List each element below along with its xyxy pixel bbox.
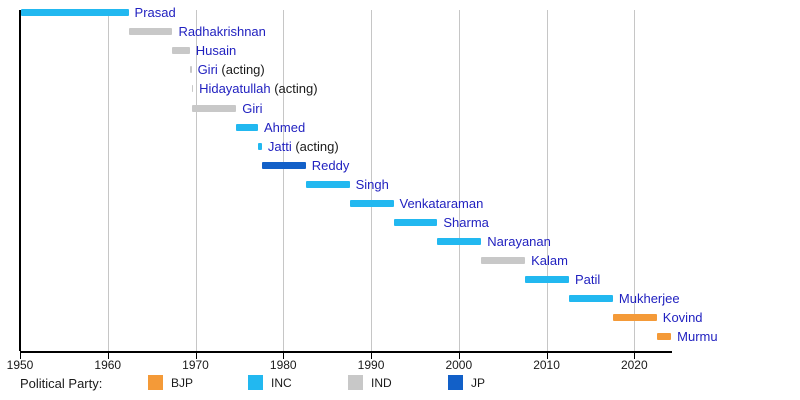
acting-suffix: (acting)	[270, 81, 318, 97]
x-axis-tick-label-1990: 1990	[357, 358, 385, 372]
term-bar-singh	[305, 180, 350, 188]
x-axis-tick-2000	[458, 353, 460, 359]
president-label-patil[interactable]: Patil	[575, 271, 600, 288]
president-name[interactable]: Murmu	[677, 329, 718, 345]
president-label-venkataraman[interactable]: Venkataraman	[400, 195, 484, 212]
president-name[interactable]: Husain	[195, 43, 237, 59]
president-label-singh[interactable]: Singh	[356, 176, 389, 193]
gridline-2010	[546, 10, 548, 351]
x-axis-line	[20, 351, 673, 353]
legend-label-ind: IND	[371, 376, 392, 390]
president-label-radhakrishnan[interactable]: Radhakrishnan	[178, 23, 265, 40]
legend-swatch-bjp	[148, 375, 163, 390]
president-label-husain[interactable]: Husain	[196, 42, 236, 59]
term-bar-hidayatullah-acting	[191, 85, 194, 93]
gridline-1960	[107, 10, 109, 351]
president-name[interactable]: Kalam	[531, 252, 568, 268]
term-bar-reddy	[261, 161, 306, 169]
acting-suffix: (acting)	[291, 138, 339, 154]
president-label-mukherjee[interactable]: Mukherjee	[619, 290, 680, 307]
x-axis-tick-label-2010: 2010	[533, 358, 560, 372]
president-label-ahmed[interactable]: Ahmed	[264, 119, 305, 136]
gridline-1980	[283, 10, 285, 351]
president-label-sharma[interactable]: Sharma	[443, 214, 489, 231]
president-label-giri-acting[interactable]: Giri (acting)	[198, 61, 265, 78]
x-axis-tick-label-2000: 2000	[445, 358, 473, 372]
gridline-2000	[458, 10, 460, 351]
legend-swatch-jp	[448, 375, 463, 390]
term-bar-giri-acting	[189, 66, 192, 74]
term-bar-patil	[525, 276, 570, 284]
president-name[interactable]: Narayanan	[487, 233, 551, 249]
president-name[interactable]: Venkataraman	[399, 195, 484, 211]
term-bar-husain	[172, 47, 190, 55]
x-axis-tick-1950	[20, 353, 21, 359]
x-axis-tick-label-1970: 1970	[182, 358, 209, 372]
president-label-kovind[interactable]: Kovind	[663, 309, 703, 326]
president-name[interactable]: Ahmed	[264, 119, 306, 135]
term-bar-radhakrishnan	[128, 28, 173, 36]
president-label-giri[interactable]: Giri	[242, 100, 262, 117]
president-name[interactable]: Patil	[575, 272, 601, 288]
legend-title: Political Party:	[20, 376, 103, 391]
president-name[interactable]: Giri	[197, 62, 218, 78]
president-label-reddy[interactable]: Reddy	[312, 157, 350, 174]
x-axis-tick-2020	[634, 353, 636, 359]
x-axis-tick-label-1950: 1950	[6, 358, 34, 372]
gridline-2020	[634, 10, 636, 351]
president-name[interactable]: Singh	[355, 176, 389, 192]
president-name[interactable]: Hidayatullah	[199, 81, 271, 97]
term-bar-narayanan	[437, 237, 482, 245]
term-bar-mukherjee	[569, 295, 613, 303]
president-name[interactable]: Jatti	[267, 138, 292, 154]
term-bar-venkataraman	[349, 199, 394, 207]
legend-swatch-ind	[348, 375, 363, 390]
legend-label-bjp: BJP	[171, 376, 194, 390]
gridline-1990	[371, 10, 373, 351]
president-label-kalam[interactable]: Kalam	[531, 252, 568, 269]
x-axis-tick-1970	[195, 353, 197, 359]
president-name[interactable]: Radhakrishnan	[178, 24, 266, 40]
president-label-hidayatullah-acting[interactable]: Hidayatullah (acting)	[199, 80, 318, 97]
legend-label-inc: INC	[271, 376, 292, 390]
president-name[interactable]: Mukherjee	[618, 291, 680, 307]
acting-suffix: (acting)	[217, 62, 265, 78]
term-bar-kovind	[612, 314, 657, 322]
president-label-jatti-acting[interactable]: Jatti (acting)	[268, 138, 339, 155]
gridline-1970	[195, 10, 197, 351]
term-bar-prasad	[20, 9, 129, 17]
term-bar-giri	[192, 104, 237, 112]
x-axis-tick-label-1980: 1980	[269, 358, 297, 372]
x-axis-tick-label-1960: 1960	[94, 358, 122, 372]
x-axis-tick-1990	[371, 353, 373, 359]
legend-label-jp: JP	[471, 376, 486, 390]
term-bar-kalam	[481, 256, 526, 264]
president-label-narayanan[interactable]: Narayanan	[487, 233, 551, 250]
y-axis-line	[19, 10, 21, 351]
x-axis-tick-label-2020: 2020	[620, 358, 648, 372]
x-axis-tick-1980	[283, 353, 285, 359]
president-name[interactable]: Reddy	[311, 157, 350, 173]
x-axis-tick-1960	[107, 353, 109, 359]
term-bar-murmu	[656, 333, 672, 341]
legend-swatch-inc	[248, 375, 263, 390]
term-bar-ahmed	[236, 123, 258, 131]
term-bar-sharma	[393, 218, 438, 226]
president-name[interactable]: Kovind	[662, 310, 703, 326]
x-axis-tick-2010	[546, 353, 548, 359]
president-label-prasad[interactable]: Prasad	[135, 4, 176, 21]
president-name[interactable]: Sharma	[443, 214, 489, 230]
president-label-murmu[interactable]: Murmu	[677, 328, 717, 345]
term-bar-jatti-acting	[258, 142, 262, 150]
president-name[interactable]: Giri	[242, 100, 263, 116]
legend: Political Party: BJP INC IND JP	[0, 372, 800, 396]
president-name[interactable]: Prasad	[134, 5, 176, 21]
